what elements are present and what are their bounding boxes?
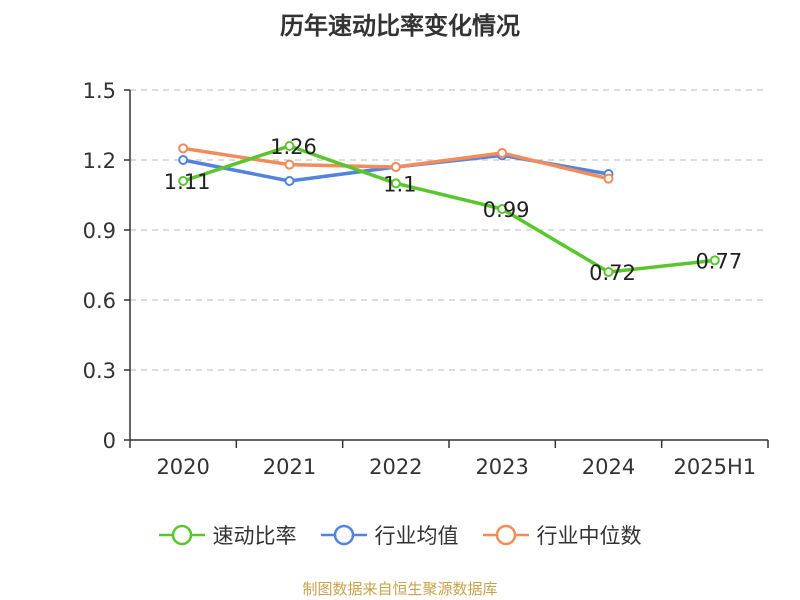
x-tick-label: 2023 bbox=[475, 455, 528, 479]
legend-label-series-1: 行业均值 bbox=[374, 524, 459, 548]
legend-swatch-series-2 bbox=[482, 524, 529, 546]
x-tick-label: 2024 bbox=[582, 455, 635, 479]
data-point bbox=[497, 204, 508, 214]
data-point bbox=[497, 148, 508, 158]
data-point bbox=[284, 176, 295, 186]
data-point bbox=[284, 141, 295, 151]
y-tick-label: 1.2 bbox=[83, 149, 116, 173]
data-point bbox=[178, 176, 189, 186]
legend-item-series-1[interactable]: 行业均值 bbox=[320, 520, 459, 550]
data-point bbox=[603, 173, 614, 184]
legend: 速动比率 行业均值 行业中位数 bbox=[0, 520, 800, 550]
y-tick-label: 0.9 bbox=[83, 219, 116, 243]
legend-item-series-2[interactable]: 行业中位数 bbox=[482, 520, 642, 550]
legend-label-series-2: 行业中位数 bbox=[536, 524, 642, 548]
legend-swatch-series-1 bbox=[320, 524, 367, 546]
data-label: 0.77 bbox=[695, 249, 742, 273]
y-tick-label: 0.3 bbox=[83, 359, 116, 383]
source-note: 制图数据来自恒生聚源数据库 bbox=[302, 580, 498, 598]
x-tick-label: 2021 bbox=[263, 455, 316, 479]
data-point bbox=[709, 255, 720, 266]
legend-swatch-series-0 bbox=[158, 524, 205, 546]
data-label: 1.11 bbox=[164, 170, 211, 194]
data-point bbox=[390, 162, 401, 172]
legend-label-series-0: 速动比率 bbox=[212, 524, 297, 548]
series-line-0 bbox=[182, 144, 716, 274]
data-point bbox=[284, 159, 295, 170]
data-point bbox=[603, 267, 614, 277]
y-tick-label: 0 bbox=[103, 429, 116, 453]
data-point bbox=[178, 155, 189, 165]
x-tick-label: 2025H1 bbox=[674, 455, 757, 479]
x-tick-label: 2020 bbox=[156, 455, 209, 479]
legend-item-series-0[interactable]: 速动比率 bbox=[158, 520, 297, 550]
data-label: 1.1 bbox=[383, 172, 416, 196]
data-label: 0.72 bbox=[589, 261, 636, 285]
data-point bbox=[390, 178, 401, 189]
chart-title: 历年速动比率变化情况 bbox=[280, 12, 520, 40]
data-label: 0.99 bbox=[483, 198, 530, 222]
data-label: 1.26 bbox=[270, 135, 317, 159]
y-tick-label: 1.5 bbox=[83, 79, 116, 103]
y-tick-label: 0.6 bbox=[83, 289, 116, 313]
x-tick-label: 2022 bbox=[369, 455, 422, 479]
data-point bbox=[178, 143, 189, 154]
